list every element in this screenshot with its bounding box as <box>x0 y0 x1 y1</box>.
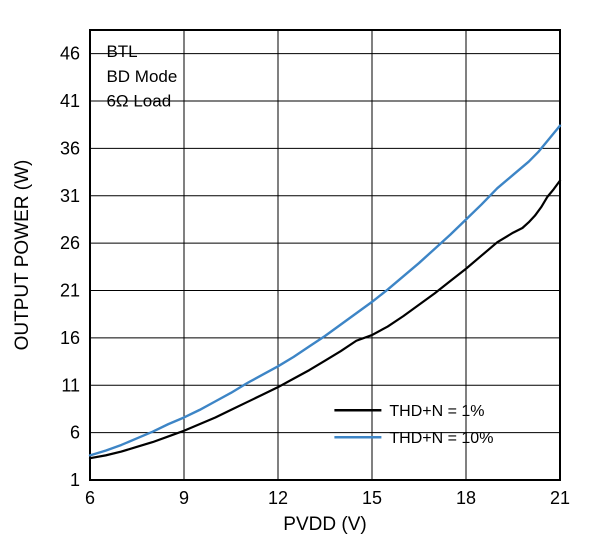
y-tick-label: 11 <box>61 375 80 395</box>
x-tick-label: 15 <box>362 488 382 508</box>
annotation-line: BTL <box>106 42 137 61</box>
y-tick-label: 21 <box>60 281 80 301</box>
annotation-line: BD Mode <box>106 67 177 86</box>
chart-background <box>0 0 592 551</box>
x-axis-label: PVDD (V) <box>283 514 366 535</box>
y-tick-label: 6 <box>70 423 80 443</box>
x-tick-label: 9 <box>179 488 189 508</box>
y-tick-label: 16 <box>60 328 80 348</box>
legend-label: THD+N = 1% <box>389 403 484 420</box>
y-tick-label: 31 <box>60 186 80 206</box>
y-tick-label: 26 <box>60 233 80 253</box>
x-tick-label: 18 <box>456 488 476 508</box>
annotation-line: 6Ω Load <box>106 92 171 111</box>
y-tick-label: 1 <box>70 470 80 490</box>
x-tick-label: 21 <box>550 488 570 508</box>
x-tick-label: 12 <box>268 488 288 508</box>
legend-label: THD+N = 10% <box>389 430 493 447</box>
y-axis-label: OUTPUT POWER (W) <box>12 160 33 351</box>
y-tick-label: 36 <box>60 138 80 158</box>
x-tick-label: 6 <box>85 488 95 508</box>
output-power-vs-pvdd-chart: 6912151821161116212631364146PVDD (V)OUTP… <box>0 0 592 551</box>
y-tick-label: 41 <box>60 91 80 111</box>
y-tick-label: 46 <box>60 44 80 64</box>
